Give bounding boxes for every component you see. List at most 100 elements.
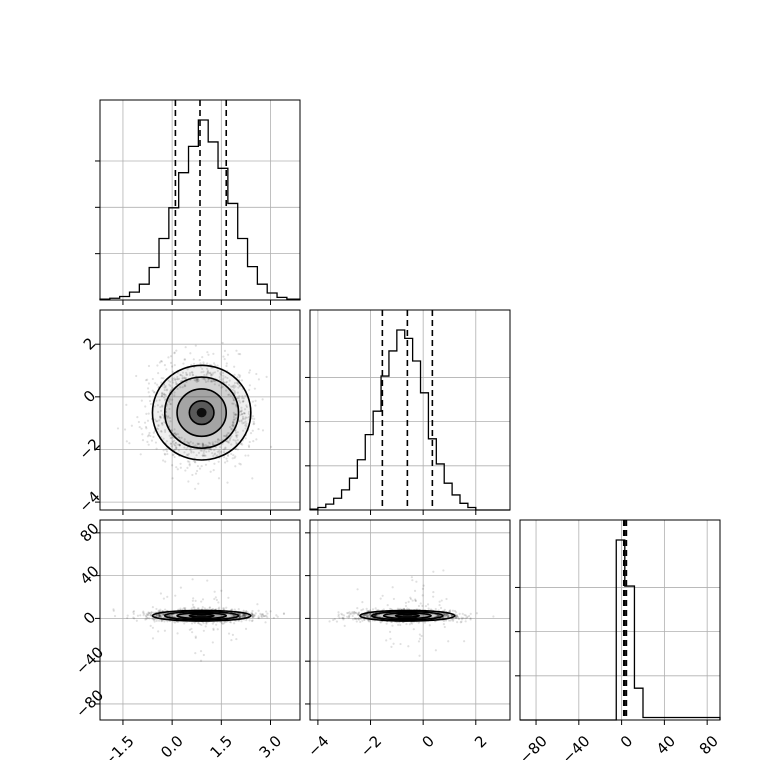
sample-point [149,402,152,406]
sample-point [163,393,166,396]
sample-point [352,610,356,614]
contour-line [394,613,421,618]
sample-point [160,615,163,619]
sample-point [164,386,167,389]
sample-point [162,437,165,440]
sample-point [248,619,251,622]
sample-point [222,380,225,383]
sample-point [209,374,213,377]
sample-point [213,453,216,456]
sample-point [166,620,169,623]
sample-point [438,600,441,603]
sample-point [342,614,346,617]
sample-point [174,378,177,381]
sample-point [275,614,278,617]
sample-point [455,615,458,618]
x-tick-label: 1.5 [206,732,236,760]
sample-point [248,440,251,444]
sample-point [182,362,185,365]
sample-point [450,614,454,617]
sample-point [126,616,129,620]
sample-point [191,374,195,377]
sample-point [160,395,163,398]
sample-point [232,411,235,414]
sample-point [209,371,212,374]
panel-frame [519,519,721,721]
sample-point [417,640,421,643]
sample-point [177,443,180,446]
sample-point [202,444,205,447]
sample-point [379,621,382,624]
sample-point [190,627,193,630]
sample-point [247,445,251,449]
sample-point [188,371,192,375]
sample-point [162,392,165,395]
sample-point [160,376,163,380]
sample-point [373,614,376,617]
sample-point [165,440,169,443]
sample-point [469,617,472,620]
sample-point [239,615,242,618]
sample-point [228,383,231,387]
sample-point [186,446,189,449]
sample-point [210,380,214,383]
sample-point [172,620,175,623]
sample-point [162,612,165,616]
sample-point [158,614,161,617]
sample-point [351,614,354,618]
sample-point [413,589,417,592]
sample-point [251,619,254,622]
sample-point [238,613,242,616]
sample-point [152,618,156,621]
sample-point [243,613,246,616]
sample-point [222,377,225,380]
sample-point [247,454,250,457]
x-tick-label: −2 [357,732,385,760]
sample-point [458,612,461,615]
sample-point [183,376,186,379]
sample-point [360,608,363,612]
sample-point [204,443,207,447]
sample-point [234,465,237,468]
sample-point [385,639,388,642]
sample-point [202,450,205,453]
sample-point [240,410,243,413]
sample-point [232,423,235,426]
sample-point [242,412,246,415]
sample-point [438,603,441,607]
sample-point [194,636,197,639]
sample-point [244,454,247,457]
sample-point [196,442,199,445]
sample-point [233,614,237,617]
sample-point [144,615,148,618]
sample-point [222,374,225,377]
sample-point [165,389,168,392]
sample-point [223,607,226,610]
sample-point [142,610,145,613]
sample-point [225,435,228,438]
sample-point [171,377,174,380]
sample-point [147,443,150,446]
sample-point [139,614,142,617]
sample-point [219,373,222,376]
sample-point [190,371,193,374]
sample-point [160,620,163,623]
sample-point [179,386,182,389]
sample-point [229,621,233,624]
sample-point [160,619,163,622]
sample-point [266,616,269,619]
sample-point [217,477,221,480]
sample-point [181,377,184,380]
sample-point [206,369,210,372]
sample-point [155,447,158,450]
sample-point [261,613,264,616]
sample-point [201,367,204,370]
sample-point [340,612,343,615]
sample-point [181,371,185,374]
sample-point [176,375,179,379]
sample-point [202,622,205,625]
sample-point [169,361,173,364]
sample-point [255,438,258,441]
sample-point [123,428,127,431]
x-tick-label: −40 [558,732,593,760]
